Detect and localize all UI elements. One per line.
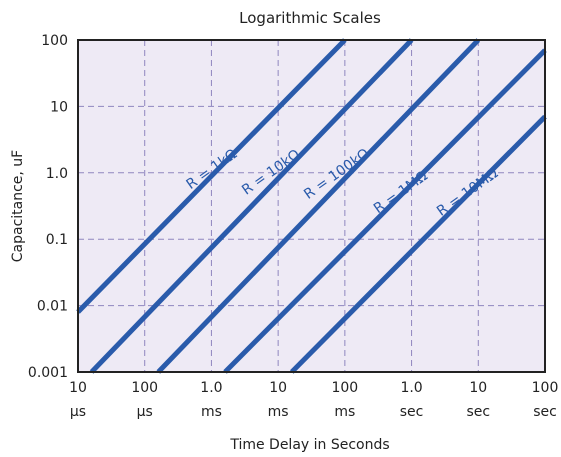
- plot-frame: [77, 39, 546, 373]
- x-tick-label: 10: [69, 380, 87, 396]
- series-line-4: [223, 48, 547, 374]
- x-axis-label: Time Delay in Seconds: [229, 437, 389, 453]
- x-tick-unit: ms: [268, 404, 289, 420]
- series-lines: [76, 38, 547, 374]
- grid-lines: [78, 40, 545, 372]
- chart-title: Logarithmic Scales: [239, 9, 381, 27]
- y-axis-ticks: 0.001 0.01 0.1 1.0 10 100: [28, 33, 68, 381]
- x-tick-label: 100: [131, 380, 158, 396]
- x-tick-label: 1.0: [400, 380, 422, 396]
- x-tick-unit: sec: [400, 404, 424, 420]
- x-tick-unit: ms: [334, 404, 355, 420]
- plot-area: [78, 40, 545, 372]
- x-tick-label: 10: [269, 380, 287, 396]
- x-tick-unit: sec: [466, 404, 490, 420]
- series-line-2: [89, 38, 414, 374]
- x-tick-unit: ms: [201, 404, 222, 420]
- x-tick-label: 10: [469, 380, 487, 396]
- y-tick-label: 10: [50, 99, 68, 115]
- x-tick-label: 1.0: [200, 380, 222, 396]
- y-tick-label: 0.1: [46, 232, 68, 248]
- x-axis-ticks: 10 µs 100 µs 1.0 ms 10 ms 100 ms 1.0 sec 10 sec 100 sec: [69, 380, 558, 420]
- x-tick-unit: µs: [70, 404, 86, 420]
- series-line-5: [289, 114, 547, 374]
- x-tick-unit: µs: [137, 404, 153, 420]
- y-axis-label: Capacitance, uF: [10, 150, 26, 263]
- y-tick-label: 1.0: [46, 166, 68, 182]
- x-tick-label: 100: [331, 380, 358, 396]
- series-line-3: [156, 38, 481, 374]
- series-line-1: [76, 38, 347, 314]
- y-tick-label: 0.01: [37, 299, 68, 315]
- x-tick-unit: sec: [533, 404, 557, 420]
- y-tick-label: 0.001: [28, 365, 68, 381]
- y-tick-label: 100: [41, 33, 68, 49]
- x-tick-label: 100: [532, 380, 559, 396]
